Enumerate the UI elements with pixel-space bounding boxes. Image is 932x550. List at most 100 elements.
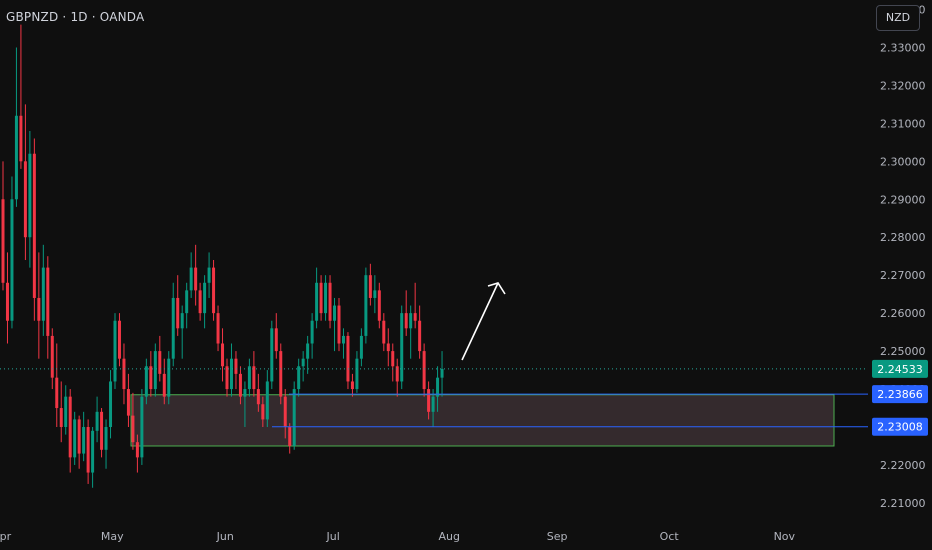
candle-body bbox=[225, 366, 229, 390]
candle-body bbox=[382, 320, 386, 344]
candle-body bbox=[279, 351, 283, 397]
candle-body bbox=[395, 366, 399, 382]
y-axis-tick-label: 2.26000 bbox=[880, 307, 926, 320]
candle-body bbox=[32, 153, 36, 298]
candle-body bbox=[113, 320, 117, 382]
candle-body bbox=[364, 275, 368, 336]
candle-body bbox=[5, 282, 9, 321]
candle-body bbox=[229, 358, 233, 390]
candle-body bbox=[10, 199, 14, 321]
candle-body bbox=[140, 396, 144, 458]
candle-body bbox=[431, 396, 435, 412]
x-axis-tick-label: Jul bbox=[326, 530, 340, 543]
candle-body bbox=[400, 313, 404, 382]
candle-body bbox=[100, 411, 104, 450]
y-axis-tick-label: 2.33000 bbox=[880, 41, 926, 54]
candle-body bbox=[1, 199, 5, 283]
candle-body bbox=[243, 389, 247, 397]
candle-body bbox=[198, 290, 202, 314]
candle-body bbox=[283, 396, 287, 428]
x-axis-tick-label: Sep bbox=[547, 530, 568, 543]
candle-body bbox=[337, 305, 341, 344]
candle-body bbox=[377, 290, 381, 321]
candle-body bbox=[256, 389, 260, 405]
candle-body bbox=[427, 389, 431, 412]
candle-body bbox=[333, 305, 337, 321]
candle-body bbox=[418, 320, 422, 352]
candle-body bbox=[149, 366, 153, 390]
candle-body bbox=[207, 267, 211, 283]
candle-body bbox=[341, 335, 345, 344]
last-price-label: 2.24533 bbox=[877, 363, 923, 376]
candle-body bbox=[104, 427, 108, 450]
candle-body bbox=[122, 358, 126, 390]
demand-zone[interactable] bbox=[130, 394, 835, 447]
candle-body bbox=[386, 343, 390, 352]
candle-body bbox=[55, 377, 59, 409]
x-axis-tick-label: Nov bbox=[774, 530, 796, 543]
y-axis-tick-label: 2.21000 bbox=[880, 497, 926, 510]
candle-body bbox=[158, 351, 162, 374]
candle-body bbox=[319, 282, 323, 314]
candle-body bbox=[167, 358, 171, 397]
candle-body bbox=[288, 427, 292, 446]
candle-body bbox=[409, 313, 413, 329]
candle-body bbox=[440, 368, 444, 378]
candle-body bbox=[41, 267, 45, 321]
h-line-price-label-bg bbox=[872, 385, 928, 404]
last-price-label-bg bbox=[872, 359, 928, 378]
x-axis-tick-label: May bbox=[101, 530, 124, 543]
h-line-price-label: 2.23008 bbox=[877, 421, 923, 434]
arrow-line[interactable] bbox=[461, 282, 499, 361]
candle-body bbox=[359, 335, 363, 359]
h-line-price-label: 2.23866 bbox=[877, 388, 923, 401]
y-axis-tick-label: 2.28000 bbox=[880, 231, 926, 244]
candle-body bbox=[59, 408, 63, 428]
candle-body bbox=[297, 366, 301, 390]
candle-body bbox=[216, 313, 220, 344]
candle-body bbox=[73, 419, 77, 458]
candle-body bbox=[194, 267, 198, 291]
candle-body bbox=[162, 373, 166, 397]
candle-body bbox=[261, 404, 265, 420]
candle-body bbox=[413, 313, 417, 321]
candle-body bbox=[324, 282, 328, 314]
candle-body bbox=[274, 328, 278, 352]
candle-body bbox=[310, 320, 314, 344]
candle-body bbox=[270, 328, 274, 382]
candle-body bbox=[350, 381, 354, 390]
candle-body bbox=[19, 115, 23, 162]
x-axis-tick-label: Aug bbox=[438, 530, 459, 543]
candle-body bbox=[404, 313, 408, 329]
candle-body bbox=[301, 358, 305, 367]
candle-body bbox=[14, 115, 18, 200]
x-axis-tick-label: Jun bbox=[216, 530, 234, 543]
candle-body bbox=[265, 381, 269, 420]
candle-body bbox=[234, 358, 238, 374]
y-axis-tick-label: 2.32000 bbox=[880, 79, 926, 92]
candle-body bbox=[50, 335, 54, 378]
candle-body bbox=[292, 389, 296, 446]
y-axis-tick-label: 2.29000 bbox=[880, 193, 926, 206]
candle-body bbox=[95, 411, 99, 431]
candle-body bbox=[82, 427, 86, 454]
candle-body bbox=[189, 267, 193, 291]
candle-body bbox=[109, 381, 113, 428]
arrow-head bbox=[487, 282, 506, 295]
currency-button[interactable]: NZD bbox=[876, 5, 920, 31]
candle-body bbox=[37, 297, 41, 321]
candle-body bbox=[144, 366, 148, 397]
x-axis-tick-label: Oct bbox=[660, 530, 680, 543]
candle-body bbox=[77, 419, 81, 454]
y-axis-tick-label: 2.22000 bbox=[880, 459, 926, 472]
y-axis-tick-label: 2.27000 bbox=[880, 269, 926, 282]
symbol-title[interactable]: GBPNZD · 1D · OANDA bbox=[6, 10, 145, 24]
candle-body bbox=[355, 358, 359, 390]
candle-body bbox=[46, 267, 50, 336]
candle-body bbox=[86, 427, 90, 473]
candle-body bbox=[126, 389, 130, 416]
candle-body bbox=[28, 153, 32, 238]
candle-body bbox=[436, 377, 440, 397]
